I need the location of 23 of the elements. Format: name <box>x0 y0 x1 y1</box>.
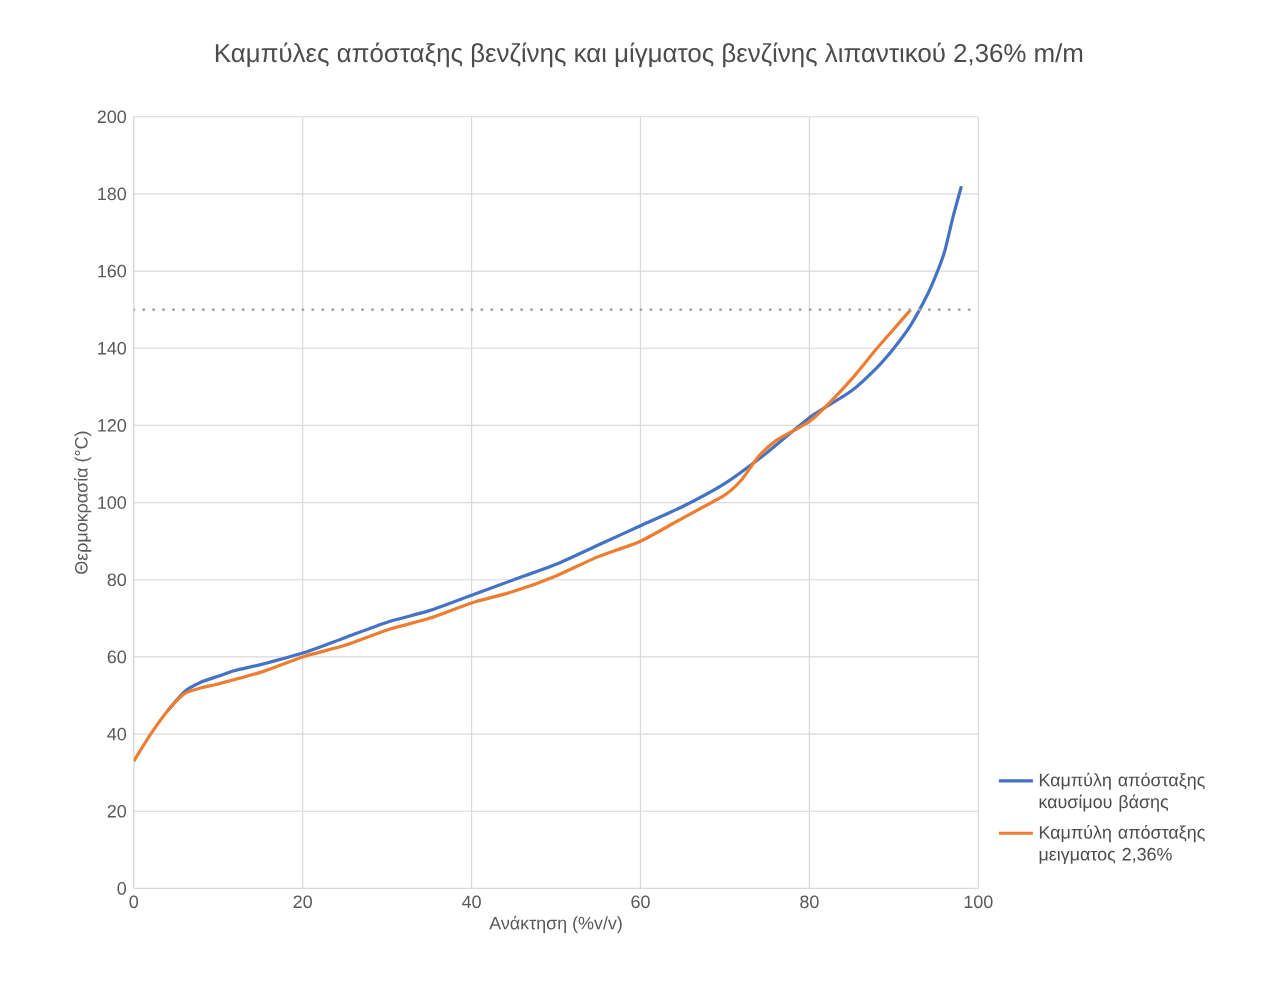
y-tick-label: 80 <box>107 573 127 586</box>
y-axis-title: Θερμοκρασία (°C) <box>74 431 92 574</box>
y-tick-label: 40 <box>107 727 127 741</box>
y-tick-label: 60 <box>107 650 127 664</box>
line-series <box>133 307 913 763</box>
y-tick-label: 160 <box>98 264 127 278</box>
x-tick-label: 20 <box>293 895 312 909</box>
y-tick-label: 100 <box>98 496 127 509</box>
y-tick-label: 0 <box>117 881 127 895</box>
legend-label: Καμπύλη απόσταξης μειγματος 2,36% <box>1039 824 1205 864</box>
y-tick-label: 20 <box>107 804 127 818</box>
x-tick-label: 0 <box>129 895 139 909</box>
x-tick-label: 60 <box>631 895 650 909</box>
y-tick-label: 120 <box>98 418 127 432</box>
chart-title: Καμπύλες απόσταξης βενζίνης και μίγματος βενζίνης λιπαντικού 2,36% m/m <box>215 42 1083 68</box>
x-tick-label: 40 <box>462 895 481 909</box>
y-tick-label: 180 <box>98 187 127 201</box>
y-tick-label: 200 <box>97 110 127 123</box>
x-axis-title: Ανάκτηση (%v/v) <box>489 915 622 933</box>
legend-label: Καμπύλη απόσταξης καυσίμου βάσης <box>1039 772 1205 812</box>
x-tick-label: 80 <box>800 895 819 909</box>
y-tick-label: 140 <box>98 341 127 355</box>
x-tick-label: 100 <box>964 895 993 909</box>
